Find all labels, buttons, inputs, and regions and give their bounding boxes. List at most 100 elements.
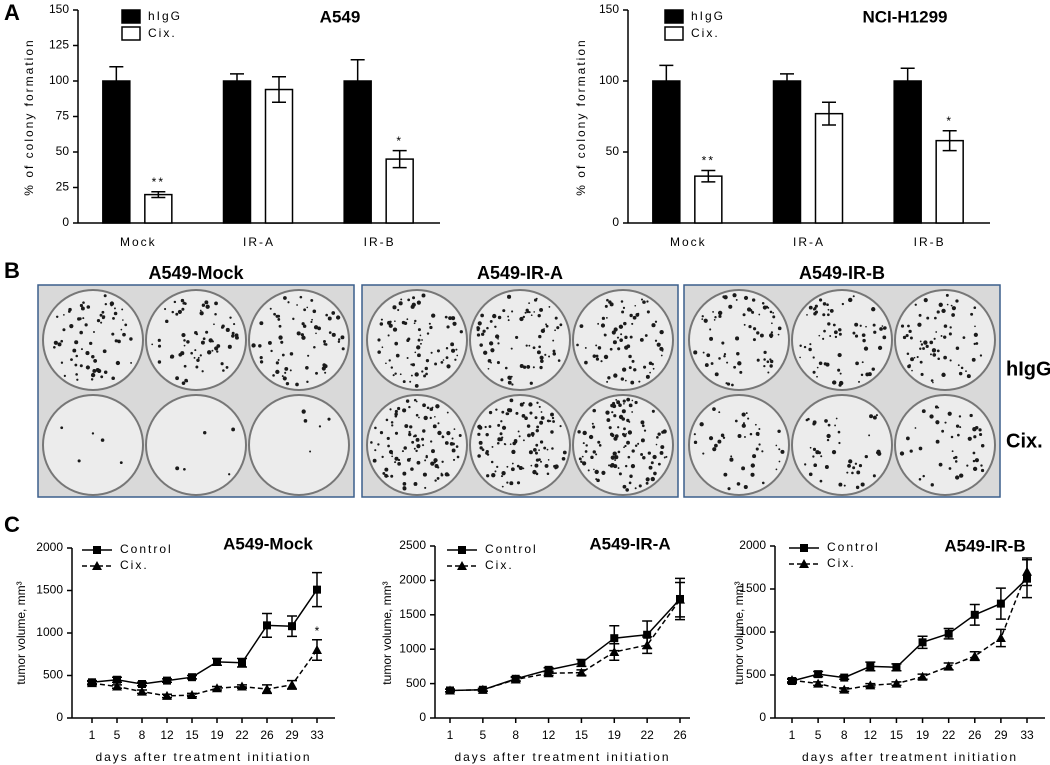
colony (638, 484, 642, 488)
colony (848, 459, 853, 464)
colony (630, 464, 636, 469)
colony (195, 332, 199, 336)
colony (530, 314, 533, 317)
colony (530, 431, 535, 437)
colony (587, 469, 590, 472)
colony (442, 359, 445, 361)
colony (225, 365, 229, 369)
colony (837, 430, 841, 434)
colony (741, 466, 746, 471)
colony (656, 436, 659, 439)
colony (278, 335, 283, 340)
colony (486, 453, 490, 456)
colony (72, 348, 77, 353)
point (917, 671, 928, 681)
colony (809, 343, 812, 346)
colony (626, 397, 631, 402)
colony (611, 330, 616, 335)
colony (855, 485, 860, 490)
colony (447, 431, 450, 434)
colony (829, 309, 834, 313)
colony (777, 429, 781, 434)
colony (823, 329, 826, 333)
colony (509, 481, 514, 486)
legend-swatch (121, 26, 141, 41)
x-tick-label: 29 (994, 728, 1008, 742)
colony (205, 330, 209, 334)
colony (539, 365, 543, 370)
point (892, 663, 901, 672)
legend-marker (458, 546, 466, 554)
colony (879, 327, 883, 331)
colony (752, 338, 756, 342)
colony (277, 318, 281, 321)
colony (818, 361, 823, 366)
colony (930, 483, 934, 487)
colony (407, 298, 411, 302)
colony (422, 429, 426, 433)
colony (546, 472, 550, 476)
significance: * (946, 114, 953, 128)
colony (562, 450, 567, 455)
colony (592, 408, 597, 413)
colony (455, 445, 459, 448)
colony (173, 300, 177, 304)
colony (712, 311, 714, 313)
colony (228, 473, 231, 476)
colony (979, 432, 983, 437)
point (313, 585, 321, 594)
colony (525, 344, 528, 347)
point (675, 594, 685, 604)
colony (324, 371, 327, 374)
colony (837, 352, 842, 358)
colony (723, 353, 727, 356)
colony (761, 481, 765, 485)
colony (480, 313, 484, 318)
colony (397, 406, 401, 411)
colony (936, 349, 940, 353)
y-tick-label: 0 (62, 215, 69, 229)
legend-marker (92, 561, 102, 570)
colony (459, 330, 463, 334)
y-tick-label: 1000 (399, 641, 426, 655)
colony (628, 481, 632, 485)
well (688, 394, 790, 496)
colony (919, 340, 922, 343)
colony (812, 422, 816, 426)
colony (935, 420, 940, 425)
colony (488, 410, 493, 415)
colony (862, 338, 866, 343)
colony (620, 300, 624, 303)
colony (400, 298, 403, 301)
colony (913, 356, 916, 359)
colony (846, 471, 849, 474)
colony (282, 376, 287, 381)
colony (872, 474, 876, 478)
colony (409, 425, 413, 429)
colony (538, 345, 541, 349)
colony (311, 318, 313, 321)
colony (411, 363, 416, 367)
colony (390, 421, 394, 424)
colony (305, 365, 309, 370)
colony (655, 443, 658, 446)
colony (651, 323, 656, 328)
colony (799, 356, 801, 359)
point (312, 645, 322, 654)
colony (519, 402, 524, 407)
colony (920, 372, 924, 376)
colony (914, 303, 917, 306)
colony (421, 444, 425, 447)
point (445, 685, 455, 695)
colony (412, 296, 416, 300)
row-label: hIgG (1006, 358, 1050, 380)
colony (183, 364, 187, 368)
point (642, 640, 653, 650)
point (187, 690, 197, 700)
colony (200, 340, 205, 345)
colony (85, 365, 90, 370)
colony (417, 338, 421, 342)
colony (519, 363, 524, 368)
colony (843, 484, 846, 487)
colony (580, 460, 583, 463)
